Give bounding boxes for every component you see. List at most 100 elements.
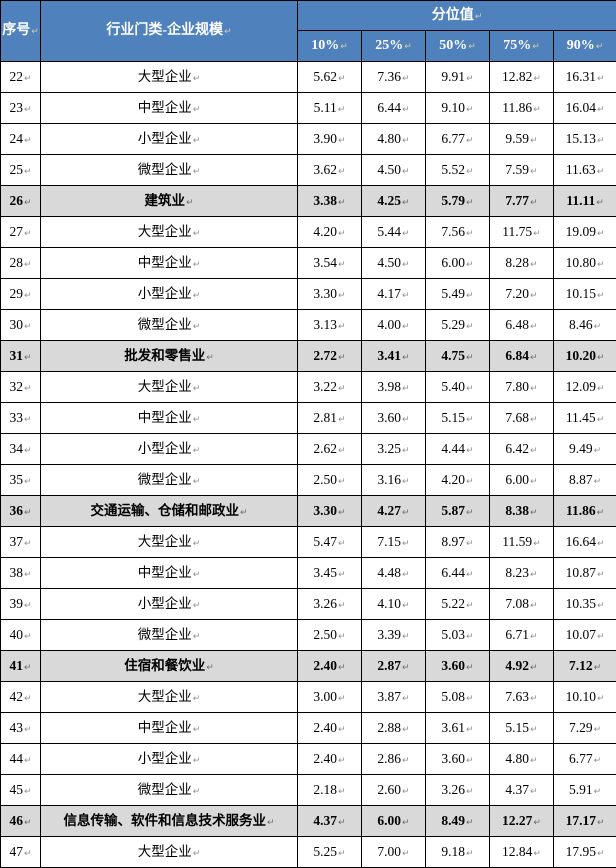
- paragraph-mark-icon: ↵: [594, 322, 602, 332]
- value-cell: 12.82↵: [490, 62, 554, 93]
- value-cell: 5.15↵: [426, 403, 490, 434]
- row-number-cell: 23↵: [1, 93, 41, 124]
- paragraph-mark-icon: ↵: [466, 601, 474, 611]
- paragraph-mark-icon: ↵: [466, 849, 474, 859]
- paragraph-mark-icon: ↵: [193, 446, 201, 456]
- paragraph-mark-icon: ↵: [193, 632, 201, 642]
- paragraph-mark-icon: ↵: [24, 756, 32, 766]
- row-number-cell: 37↵: [1, 527, 41, 558]
- value-cell: 2.60↵: [362, 775, 426, 806]
- value-cell: 16.64↵: [554, 527, 616, 558]
- row-number-cell: 33↵: [1, 403, 41, 434]
- industry-cell: 微型企业↵: [41, 465, 298, 496]
- value-cell: 4.80↵: [362, 124, 426, 155]
- paragraph-mark-icon: ↵: [597, 105, 605, 115]
- paragraph-mark-icon: ↵: [338, 570, 346, 580]
- paragraph-mark-icon: ↵: [596, 198, 604, 208]
- value-cell: 5.87↵: [426, 496, 490, 527]
- paragraph-mark-icon: ↵: [24, 105, 32, 115]
- paragraph-mark-icon: ↵: [594, 787, 602, 797]
- value-cell: 16.31↵: [554, 62, 616, 93]
- value-cell: 5.11↵: [298, 93, 362, 124]
- paragraph-mark-icon: ↵: [338, 756, 346, 766]
- paragraph-mark-icon: ↵: [193, 601, 201, 611]
- paragraph-mark-icon: ↵: [338, 663, 346, 673]
- value-cell: 9.91↵: [426, 62, 490, 93]
- value-cell: 2.40↵: [298, 651, 362, 682]
- paragraph-mark-icon: ↵: [468, 42, 476, 52]
- paragraph-mark-icon: ↵: [402, 694, 410, 704]
- table-row: 25↵ 微型企业↵ 3.62↵ 4.50↵ 5.52↵ 7.59↵ 11.63↵: [1, 155, 616, 186]
- table-row: 31↵ 批发和零售业↵ 2.72↵ 3.41↵ 4.75↵ 6.84↵ 10.2…: [1, 341, 616, 372]
- paragraph-mark-icon: ↵: [402, 818, 410, 828]
- paragraph-mark-icon: ↵: [530, 570, 538, 580]
- paragraph-mark-icon: ↵: [402, 105, 410, 115]
- value-cell: 6.00↵: [490, 465, 554, 496]
- paragraph-mark-icon: ↵: [594, 756, 602, 766]
- industry-cell: 大型企业↵: [41, 372, 298, 403]
- row-number-cell: 34↵: [1, 434, 41, 465]
- value-cell: 10.87↵: [554, 558, 616, 589]
- row-number-cell: 42↵: [1, 682, 41, 713]
- paragraph-mark-icon: ↵: [402, 508, 410, 518]
- value-cell: 2.18↵: [298, 775, 362, 806]
- value-cell: 3.26↵: [426, 775, 490, 806]
- value-cell: 5.25↵: [298, 837, 362, 868]
- value-cell: 4.48↵: [362, 558, 426, 589]
- value-cell: 9.18↵: [426, 837, 490, 868]
- row-number-cell: 39↵: [1, 589, 41, 620]
- paragraph-mark-icon: ↵: [402, 229, 410, 239]
- industry-cell: 大型企业↵: [41, 837, 298, 868]
- paragraph-mark-icon: ↵: [466, 384, 474, 394]
- value-cell: 8.38↵: [490, 496, 554, 527]
- value-cell: 3.26↵: [298, 589, 362, 620]
- value-cell: 2.40↵: [298, 744, 362, 775]
- row-number-cell: 36↵: [1, 496, 41, 527]
- paragraph-mark-icon: ↵: [338, 787, 346, 797]
- row-number-cell: 45↵: [1, 775, 41, 806]
- row-number-cell: 31↵: [1, 341, 41, 372]
- value-cell: 2.40↵: [298, 713, 362, 744]
- paragraph-mark-icon: ↵: [402, 198, 410, 208]
- paragraph-mark-icon: ↵: [24, 384, 32, 394]
- value-cell: 9.49↵: [554, 434, 616, 465]
- paragraph-mark-icon: ↵: [530, 353, 538, 363]
- value-cell: 4.20↵: [298, 217, 362, 248]
- table-row: 26↵ 建筑业↵ 3.38↵ 4.25↵ 5.79↵ 7.77↵ 11.11↵: [1, 186, 616, 217]
- paragraph-mark-icon: ↵: [338, 229, 346, 239]
- value-cell: 4.20↵: [426, 465, 490, 496]
- paragraph-mark-icon: ↵: [193, 570, 201, 580]
- row-number-cell: 38↵: [1, 558, 41, 589]
- paragraph-mark-icon: ↵: [340, 42, 348, 52]
- value-cell: 7.08↵: [490, 589, 554, 620]
- row-number-cell: 32↵: [1, 372, 41, 403]
- value-cell: 11.86↵: [554, 496, 616, 527]
- paragraph-mark-icon: ↵: [530, 756, 538, 766]
- paragraph-mark-icon: ↵: [466, 725, 474, 735]
- table-row: 28↵ 中型企业↵ 3.54↵ 4.50↵ 6.00↵ 8.28↵ 10.80↵: [1, 248, 616, 279]
- table-row: 32↵ 大型企业↵ 3.22↵ 3.98↵ 5.40↵ 7.80↵ 12.09↵: [1, 372, 616, 403]
- industry-cell: 中型企业↵: [41, 93, 298, 124]
- paragraph-mark-icon: ↵: [594, 725, 602, 735]
- value-cell: 3.39↵: [362, 620, 426, 651]
- paragraph-mark-icon: ↵: [206, 663, 214, 673]
- value-cell: 6.00↵: [362, 806, 426, 837]
- value-cell: 2.72↵: [298, 341, 362, 372]
- paragraph-mark-icon: ↵: [597, 229, 605, 239]
- paragraph-mark-icon: ↵: [402, 632, 410, 642]
- value-cell: 4.50↵: [362, 248, 426, 279]
- paragraph-mark-icon: ↵: [402, 136, 410, 146]
- paragraph-mark-icon: ↵: [24, 260, 32, 270]
- paragraph-mark-icon: ↵: [338, 74, 346, 84]
- paragraph-mark-icon: ↵: [338, 601, 346, 611]
- header-seq: 序号↵: [1, 1, 41, 62]
- paragraph-mark-icon: ↵: [338, 725, 346, 735]
- paragraph-mark-icon: ↵: [193, 694, 201, 704]
- table-row: 34↵ 小型企业↵ 2.62↵ 3.25↵ 4.44↵ 6.42↵ 9.49↵: [1, 434, 616, 465]
- industry-cell: 交通运输、仓储和邮政业↵: [41, 496, 298, 527]
- paragraph-mark-icon: ↵: [597, 167, 605, 177]
- value-cell: 5.49↵: [426, 279, 490, 310]
- value-cell: 8.97↵: [426, 527, 490, 558]
- paragraph-mark-icon: ↵: [193, 477, 201, 487]
- paragraph-mark-icon: ↵: [597, 136, 605, 146]
